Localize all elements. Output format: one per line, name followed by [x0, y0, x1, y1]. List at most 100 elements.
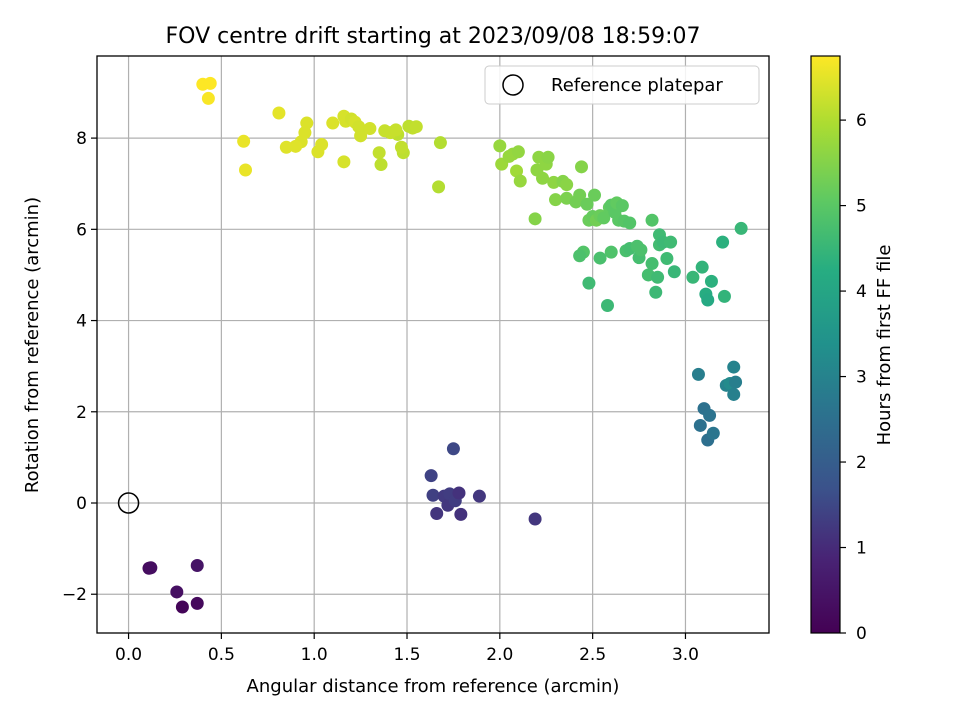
data-point — [701, 293, 715, 307]
data-point — [580, 197, 594, 211]
data-point — [691, 367, 705, 381]
grid-lines — [97, 56, 769, 633]
data-points — [142, 76, 748, 614]
data-point — [201, 91, 215, 105]
data-point — [237, 134, 251, 148]
data-point — [279, 140, 293, 154]
data-point — [727, 360, 741, 374]
data-point — [432, 180, 446, 194]
x-tick-label: 0.0 — [115, 645, 142, 665]
colorbar-tick-label: 0 — [856, 624, 867, 644]
data-point — [239, 163, 253, 177]
y-tick-label: 8 — [76, 129, 87, 149]
data-point — [454, 507, 468, 521]
data-point — [729, 375, 743, 389]
data-point — [549, 193, 563, 207]
data-point — [660, 252, 674, 266]
data-point — [528, 512, 542, 526]
data-point — [315, 137, 329, 151]
colorbar-ticks: 0 1 2 3 4 5 6 — [840, 111, 867, 644]
data-point — [372, 146, 386, 160]
data-point — [686, 270, 700, 284]
data-point — [597, 211, 611, 225]
data-point — [615, 199, 629, 213]
legend-reference-marker — [502, 74, 524, 96]
data-point — [560, 178, 574, 192]
x-tick-label: 2.5 — [579, 645, 606, 665]
data-point — [528, 212, 542, 226]
chart-title: FOV centre drift starting at 2023/09/08 … — [166, 24, 701, 49]
data-point — [510, 164, 524, 178]
data-point — [374, 158, 388, 172]
y-axis-ticks: −2 0 2 4 6 8 — [62, 129, 97, 605]
data-point — [649, 285, 663, 299]
data-point — [582, 276, 596, 290]
y-tick-label: 2 — [76, 403, 87, 423]
x-axis-ticks: 0.0 0.5 1.0 1.5 2.0 2.5 3.0 — [115, 633, 699, 665]
data-point — [716, 235, 730, 249]
data-point — [634, 243, 648, 257]
colorbar-tick-label: 4 — [856, 282, 867, 302]
data-point — [706, 426, 720, 440]
data-point — [575, 160, 589, 174]
data-point — [433, 136, 447, 150]
data-point — [727, 387, 741, 401]
data-point — [354, 129, 368, 143]
data-point — [190, 558, 204, 572]
legend-box — [484, 65, 760, 105]
data-point — [593, 251, 607, 265]
data-point — [326, 116, 340, 130]
x-tick-label: 0.5 — [208, 645, 235, 665]
data-point — [513, 174, 527, 188]
data-point — [573, 188, 587, 202]
data-point — [704, 274, 718, 288]
y-tick-label: −2 — [62, 585, 87, 605]
reference-platepar-marker — [117, 492, 140, 514]
data-point — [734, 221, 748, 235]
colorbar-label: Hours from first FF file — [874, 245, 895, 446]
data-point — [430, 506, 444, 520]
data-point — [446, 442, 460, 456]
data-point — [378, 124, 392, 138]
colorbar-tick-label: 2 — [856, 453, 867, 473]
colorbar-tick-label: 5 — [856, 197, 867, 217]
x-tick-label: 1.5 — [393, 645, 420, 665]
legend: Reference platepar — [484, 65, 760, 105]
legend-entry-reference: Reference platepar — [551, 75, 723, 96]
data-point — [190, 596, 204, 610]
data-point — [651, 270, 665, 284]
data-point — [536, 171, 550, 185]
data-point — [664, 235, 678, 249]
data-point — [424, 469, 438, 483]
data-point — [573, 249, 587, 263]
data-point — [695, 260, 709, 274]
data-point — [623, 216, 637, 230]
colorbar — [810, 55, 841, 634]
data-point — [588, 188, 602, 202]
data-point — [645, 213, 659, 227]
x-tick-label: 3.0 — [672, 645, 699, 665]
data-point — [337, 155, 351, 169]
data-point — [604, 245, 618, 259]
data-point — [144, 561, 158, 575]
x-tick-label: 1.0 — [301, 645, 328, 665]
y-tick-label: 0 — [76, 494, 87, 514]
data-point — [409, 120, 423, 134]
data-point — [693, 418, 707, 432]
plot-frame — [96, 55, 770, 634]
y-tick-label: 6 — [76, 220, 87, 240]
colorbar-tick-label: 1 — [856, 539, 867, 559]
data-point — [600, 299, 614, 313]
colorbar-tick-label: 3 — [856, 368, 867, 388]
y-axis-label: Rotation from reference (arcmin) — [22, 197, 43, 493]
data-point — [511, 145, 525, 159]
data-point — [170, 585, 184, 599]
data-point — [703, 408, 717, 422]
data-point — [645, 257, 659, 271]
data-point — [426, 488, 440, 502]
data-point — [272, 106, 286, 120]
data-point — [394, 140, 408, 154]
data-point — [363, 122, 377, 136]
data-point — [452, 486, 466, 500]
